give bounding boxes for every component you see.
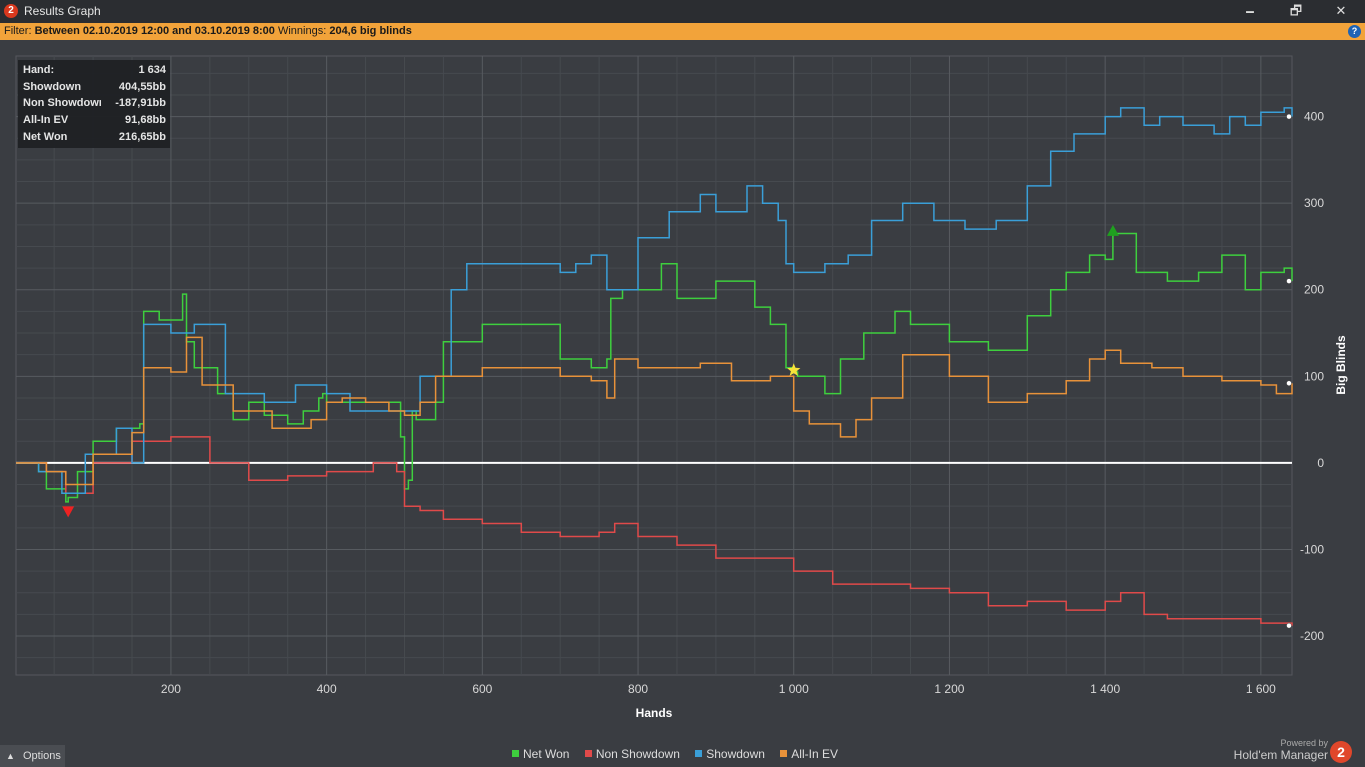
legend-swatch xyxy=(512,750,519,758)
y-tick-label: -200 xyxy=(1300,629,1324,643)
series-end-point xyxy=(1286,113,1292,120)
restore-button[interactable]: 🗗 xyxy=(1289,3,1303,18)
tooltip-row-hand: Hand: 1 634 xyxy=(23,64,166,76)
brand-logo-icon: 2 xyxy=(1330,741,1352,763)
legend-swatch xyxy=(780,750,788,758)
x-tick-label: 1 000 xyxy=(779,682,809,696)
winnings-label: Winnings: xyxy=(277,25,327,37)
y-tick-label: 300 xyxy=(1304,196,1324,210)
y-tick-label: -100 xyxy=(1300,542,1324,556)
low-point-marker xyxy=(62,506,75,518)
y-tick-label: 400 xyxy=(1304,110,1324,124)
y-tick-label: 100 xyxy=(1304,369,1324,383)
series-line-showdown xyxy=(16,107,1293,494)
x-tick-label: 600 xyxy=(472,682,492,696)
tooltip-row-allin-ev: All-In EV 91,68bb xyxy=(23,114,166,126)
app-logo-icon: 2 xyxy=(4,4,18,18)
brand-credit: Powered by Hold'em Manager xyxy=(1233,738,1328,762)
close-button[interactable]: ✕ xyxy=(1335,3,1347,18)
x-tick-label: 200 xyxy=(161,682,181,696)
x-tick-label: 1 400 xyxy=(1090,682,1120,696)
y-axis-title: Big Blinds xyxy=(1334,335,1348,395)
star-marker xyxy=(787,363,801,376)
series-end-point xyxy=(1286,278,1292,284)
filter-bar: Filter: Between 02.10.2019 12:00 and 03.… xyxy=(0,23,1365,40)
help-icon[interactable]: ? xyxy=(1348,25,1361,38)
results-chart[interactable]: 200 400 600 800 1 000 1 200 1 400 1 600 -200 -100… xyxy=(0,40,1365,745)
legend-item-net-won[interactable]: Net Won xyxy=(512,747,569,761)
title-bar: 2 Results Graph 🗕 🗗 ✕ xyxy=(0,0,1365,23)
series-end-point xyxy=(1286,622,1292,629)
chevron-up-icon: ▲ xyxy=(6,751,15,761)
legend-swatch xyxy=(584,750,592,758)
chart-legend: Net Won Non Showdown Showdown All-In EV xyxy=(512,747,850,763)
x-tick-label: 1 200 xyxy=(934,682,964,696)
plot-area xyxy=(15,55,1293,676)
filter-range: Between 02.10.2019 12:00 and 03.10.2019 … xyxy=(34,25,275,37)
window-title: Results Graph xyxy=(24,4,101,18)
high-point-marker xyxy=(1106,224,1119,236)
x-tick-label: 400 xyxy=(317,682,337,696)
series-line-non-showdown xyxy=(16,436,1293,626)
tooltip-row-net-won: Net Won 216,65bb xyxy=(23,131,166,143)
tooltip-row-non-showdown: Non Showdown -187,91bb xyxy=(23,97,166,109)
legend-item-non-showdown[interactable]: Non Showdown xyxy=(584,747,680,761)
y-tick-label: 0 xyxy=(1317,456,1324,470)
x-tick-label: 800 xyxy=(628,682,648,696)
hover-tooltip: Hand: 1 634 Showdown 404,55bb Non Showdo… xyxy=(18,60,170,148)
tooltip-row-showdown: Showdown 404,55bb xyxy=(23,81,166,93)
legend-item-allin-ev[interactable]: All-In EV xyxy=(780,747,838,761)
series-end-point xyxy=(1286,380,1292,386)
legend-swatch xyxy=(695,750,703,758)
winnings-value: 204,6 big blinds xyxy=(329,25,412,37)
x-tick-label: 1 600 xyxy=(1246,682,1276,696)
options-button[interactable]: ▲ Options xyxy=(0,745,65,767)
x-axis-title: Hands xyxy=(636,706,673,720)
y-tick-label: 200 xyxy=(1304,283,1324,297)
filter-label: Filter: xyxy=(4,25,32,37)
minimize-button[interactable]: 🗕 xyxy=(1245,3,1255,18)
series-line-all-in-ev xyxy=(16,336,1293,486)
series-line-net-won xyxy=(16,232,1293,503)
legend-item-showdown[interactable]: Showdown xyxy=(695,747,765,761)
